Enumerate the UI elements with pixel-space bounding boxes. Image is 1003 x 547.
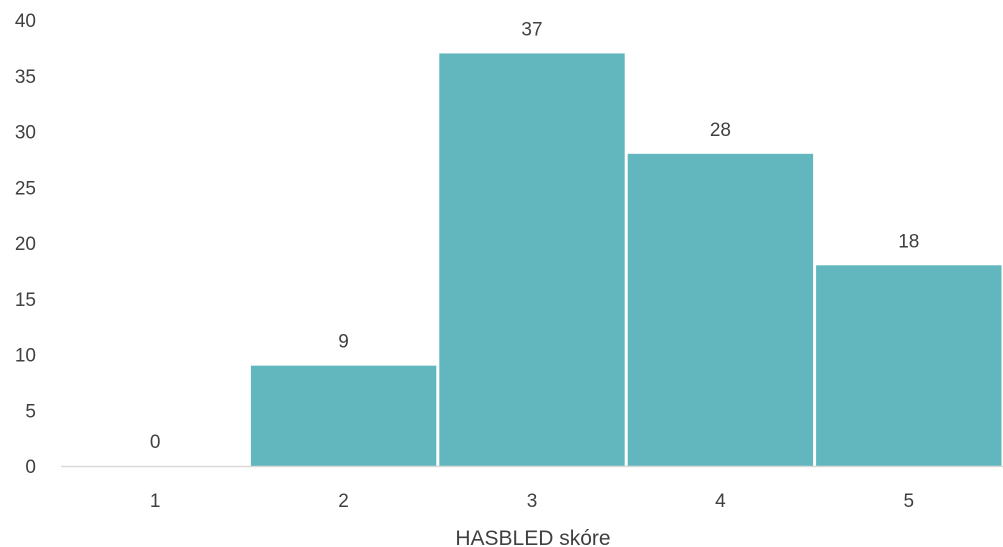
y-tick-label: 40: [15, 11, 36, 32]
bar-4: [627, 153, 814, 467]
y-tick-label: 35: [15, 67, 36, 88]
y-tick-label: 30: [15, 123, 36, 144]
data-label-2: 9: [338, 332, 349, 353]
x-axis-title: HASBLED skóre: [455, 527, 610, 547]
data-label-5: 18: [898, 231, 919, 252]
x-axis-ticks: 1 2 3 4 5: [150, 491, 914, 512]
x-tick-label: 4: [715, 491, 726, 512]
x-tick-label: 3: [527, 491, 538, 512]
x-tick-label: 2: [338, 491, 349, 512]
bar-2: [250, 365, 437, 466]
bar-3: [439, 53, 625, 466]
bars: [250, 53, 1002, 467]
x-tick-label: 1: [150, 491, 161, 512]
data-labels: 0 9 37 28 18: [150, 19, 919, 453]
data-label-3: 37: [521, 19, 542, 40]
y-tick-label: 0: [25, 457, 36, 478]
data-label-1: 0: [150, 432, 161, 453]
y-tick-label: 15: [15, 290, 36, 311]
y-tick-label: 20: [15, 234, 36, 255]
y-tick-label: 10: [15, 346, 36, 367]
data-label-4: 28: [710, 120, 731, 141]
y-tick-label: 25: [15, 178, 36, 199]
x-tick-label: 5: [904, 491, 915, 512]
y-tick-label: 5: [25, 401, 36, 422]
bar-5: [816, 265, 1002, 466]
y-axis-ticks: 0 5 10 15 20 25 30 35 40: [15, 11, 36, 478]
